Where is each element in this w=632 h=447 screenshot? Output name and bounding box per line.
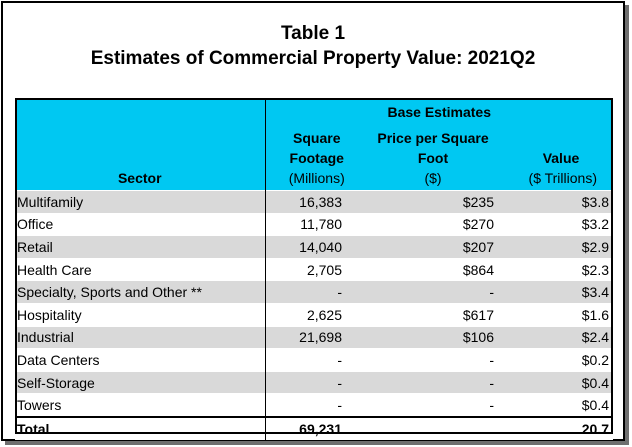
value-cell: $2.9 (498, 235, 613, 259)
sector-cell: Towers (15, 393, 266, 417)
header-base-estimates: Base Estimates (265, 98, 613, 126)
value-cell: $3.8 (498, 190, 613, 214)
sector-cell: Specialty, Sports and Other ** (15, 280, 266, 304)
total-label: Total (15, 415, 266, 440)
price-cell: $106 (368, 325, 498, 349)
total-row: Total 69,231 20.7 (15, 415, 613, 440)
header-value-unit: ($ Trillions) (528, 170, 597, 186)
sector-cell: Industrial (15, 325, 266, 349)
value-cell: $0.4 (498, 393, 613, 417)
table-number: Table 1 (280, 23, 346, 44)
total-price (368, 415, 498, 440)
table-row: Multifamily 16,383 $235 $3.8 (15, 190, 613, 214)
header-value-label: Value (542, 150, 580, 166)
value-cell: $3.2 (498, 212, 613, 236)
table-row: Office 11,780 $270 $3.2 (15, 212, 613, 236)
header-price-label: Price per Square Foot (377, 130, 489, 166)
price-cell: $617 (368, 302, 498, 327)
sector-cell: Multifamily (15, 190, 266, 214)
total-square-footage: 69,231 (265, 415, 368, 440)
square-footage-cell: 14,040 (265, 235, 368, 259)
sector-cell: Retail (15, 235, 266, 259)
square-footage-cell: 21,698 (265, 325, 368, 349)
sector-cell: Data Centers (15, 348, 266, 372)
square-footage-cell: 2,625 (265, 302, 368, 327)
square-footage-cell: 11,780 (265, 212, 368, 236)
price-cell: - (368, 280, 498, 304)
header-square-footage: Square Footage (Millions) (265, 126, 368, 191)
table-body: Multifamily 16,383 $235 $3.8 Office 11,780 $27… (15, 190, 613, 417)
property-value-table: Base Estimates Sector Square Footage (Mi… (15, 98, 613, 440)
value-cell: $2.3 (498, 257, 613, 281)
table-row: Towers - - $0.4 (15, 393, 613, 417)
header-blank (15, 98, 266, 126)
table-row: Specialty, Sports and Other ** - - $3.4 (15, 280, 613, 304)
sector-cell: Health Care (15, 257, 266, 281)
value-cell: $2.4 (498, 325, 613, 349)
table-row: Data Centers - - $0.2 (15, 348, 613, 372)
price-cell: $864 (368, 257, 498, 281)
table-row: Health Care 2,705 $864 $2.3 (15, 257, 613, 281)
table-row: Hospitality 2,625 $617 $1.6 (15, 302, 613, 327)
header-group-row: Base Estimates (15, 98, 613, 126)
header-row: Sector Square Footage (Millions) Price p… (15, 126, 613, 191)
header-value: Value ($ Trillions) (498, 126, 613, 191)
square-footage-cell: - (265, 348, 368, 372)
header-price-per-sqft: Price per Square Foot ($) (368, 126, 498, 191)
square-footage-cell: - (265, 370, 368, 394)
sector-cell: Hospitality (15, 302, 266, 327)
sector-cell: Self-Storage (15, 370, 266, 394)
price-cell: - (368, 348, 498, 372)
header-square-footage-unit: (Millions) (288, 170, 345, 186)
header-sector: Sector (15, 126, 266, 191)
square-footage-cell: - (265, 393, 368, 417)
table-title: Estimates of Commercial Property Value: … (90, 48, 536, 69)
value-cell: $1.6 (498, 302, 613, 327)
header-price-unit: ($) (424, 170, 442, 186)
square-footage-cell: 16,383 (265, 190, 368, 214)
price-cell: $207 (368, 235, 498, 259)
value-cell: $0.2 (498, 348, 613, 372)
table-row: Retail 14,040 $207 $2.9 (15, 235, 613, 259)
price-cell: - (368, 393, 498, 417)
total-value: 20.7 (498, 415, 613, 440)
sector-cell: Office (15, 212, 266, 236)
square-footage-cell: - (265, 280, 368, 304)
price-cell: $270 (368, 212, 498, 236)
price-cell: - (368, 370, 498, 394)
table-row: Industrial 21,698 $106 $2.4 (15, 325, 613, 349)
value-cell: $0.4 (498, 370, 613, 394)
table-row: Self-Storage - - $0.4 (15, 370, 613, 394)
square-footage-cell: 2,705 (265, 257, 368, 281)
header-square-footage-label: Square Footage (289, 130, 344, 166)
price-cell: $235 (368, 190, 498, 214)
value-cell: $3.4 (498, 280, 613, 304)
